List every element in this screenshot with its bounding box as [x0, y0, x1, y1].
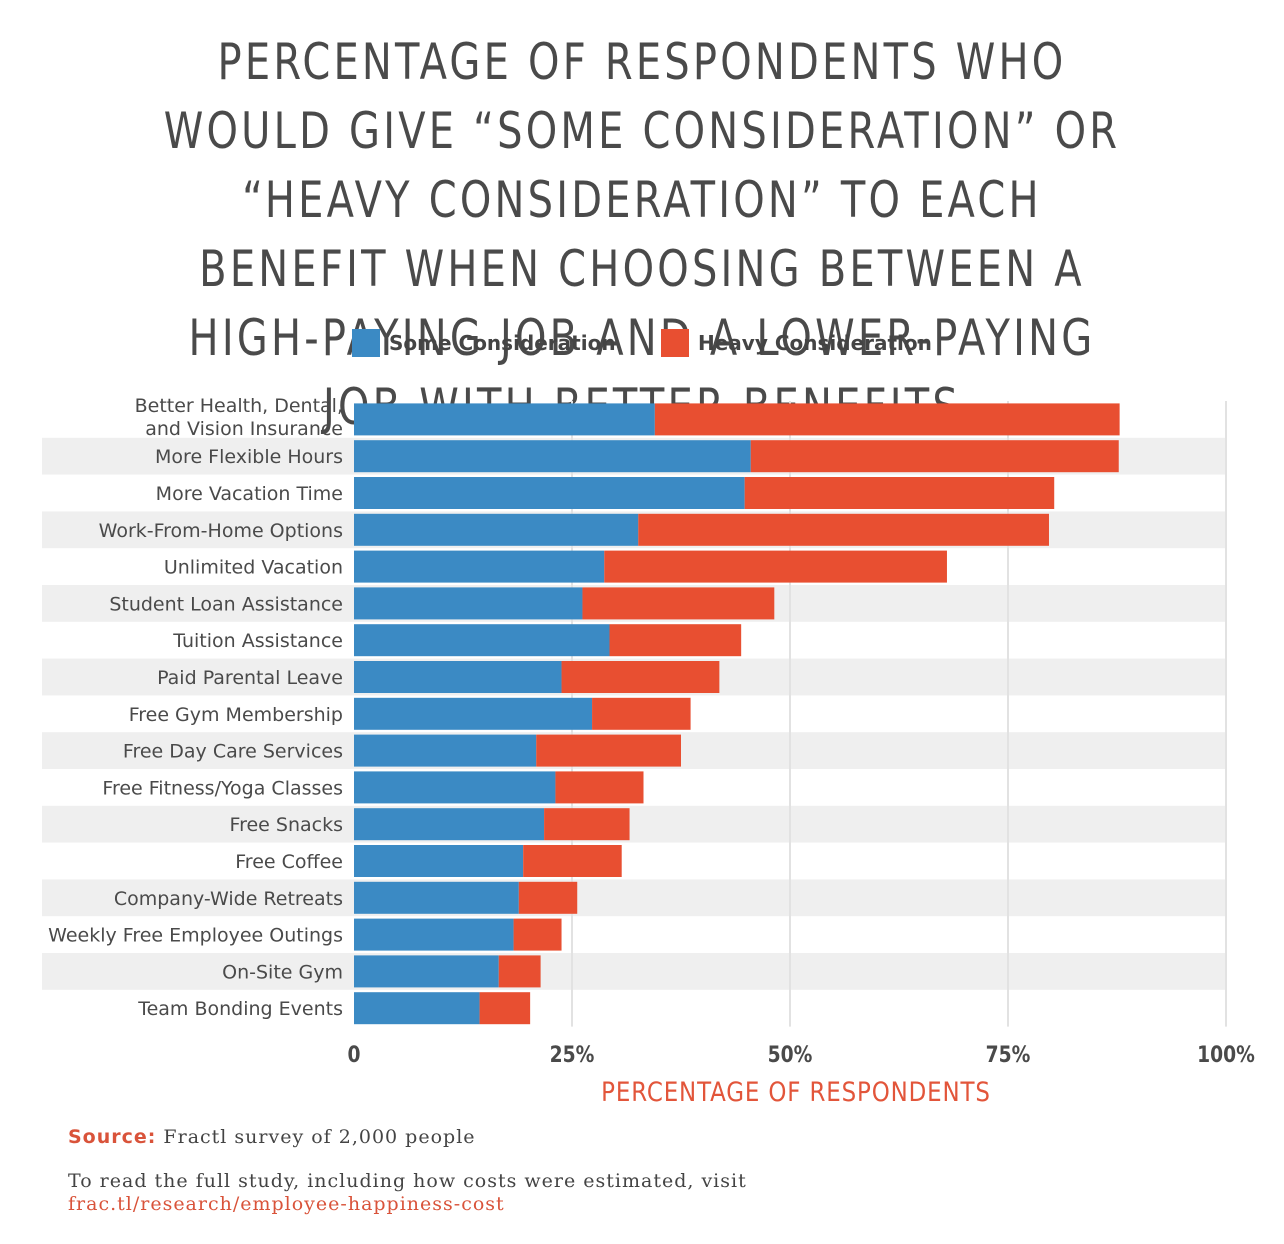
bar-segment: [354, 808, 545, 841]
bar-segment: [604, 550, 947, 583]
source-text: Fractl survey of 2,000 people: [156, 1126, 476, 1148]
legend-swatch: [352, 329, 380, 357]
bar-segment: [354, 403, 655, 436]
category-label: Team Bonding Events: [137, 998, 343, 1020]
bar-segment: [354, 477, 745, 509]
bar-segment: [518, 881, 578, 914]
category-label: Free Snacks: [230, 814, 343, 836]
legend-label: Heavy Consideration: [698, 331, 932, 355]
x-tick-labels: 0 25% 50% 75% 100%: [347, 1042, 1254, 1068]
legend: Some Consideration Heavy Consideration: [352, 329, 932, 357]
bar-segment: [354, 845, 524, 877]
bar-segment: [523, 845, 622, 877]
x-tick-label: 100%: [1197, 1042, 1255, 1068]
category-label: Free Fitness/Yoga Classes: [102, 777, 343, 799]
category-label: Weekly Free Employee Outings: [48, 925, 343, 947]
category-label: Free Day Care Services: [123, 741, 343, 763]
bar-segment: [354, 992, 480, 1025]
bar-segment: [354, 661, 562, 693]
category-labels: Better Health, Dental, and Vision Insuran…: [48, 395, 343, 1020]
bar-segment: [582, 587, 775, 620]
bar-segment: [354, 440, 751, 473]
bar-segment: [354, 624, 610, 657]
bar-segment: [513, 918, 562, 951]
study-note: To read the full study, including how co…: [68, 1170, 1218, 1216]
legend-swatch: [661, 329, 689, 357]
bar-segment: [654, 403, 1120, 436]
bar-segment: [544, 808, 630, 841]
bar-segment: [592, 697, 691, 730]
bar-segment: [609, 624, 742, 657]
source-label: Source:: [68, 1126, 157, 1148]
bar-segment: [750, 440, 1119, 473]
x-axis-label: Percentage of Respondents: [601, 1076, 991, 1107]
x-tick-label: 25%: [550, 1042, 595, 1068]
bar-segment: [354, 697, 593, 730]
category-label: Unlimited Vacation: [164, 557, 343, 579]
category-label: Free Gym Membership: [129, 704, 343, 726]
bar-segment: [354, 734, 537, 767]
category-label: Paid Parental Leave: [157, 667, 343, 689]
x-tick-label: 75%: [986, 1042, 1031, 1068]
bar-segment: [354, 918, 514, 951]
study-link[interactable]: frac.tl/research/employee-happiness-cost: [68, 1193, 505, 1215]
footer: Source: Fractl survey of 2,000 people To…: [68, 1126, 1218, 1216]
bar-segment: [561, 661, 720, 693]
category-label: More Flexible Hours: [155, 446, 343, 468]
note-text: To read the full study, including how co…: [68, 1170, 747, 1192]
bars: [354, 403, 1120, 1025]
bar-segment: [354, 513, 639, 546]
source-line: Source: Fractl survey of 2,000 people: [68, 1126, 1218, 1148]
category-label: Tuition Assistance: [172, 630, 343, 652]
bar-segment: [354, 955, 499, 988]
category-label: Better Health, Dental, and Vision Insuran…: [135, 395, 343, 440]
x-tick-label: 0: [347, 1042, 360, 1068]
legend-label: Some Consideration: [389, 331, 616, 355]
bar-segment: [354, 771, 556, 804]
bar-segment: [536, 734, 681, 767]
category-label: On-Site Gym: [222, 961, 343, 983]
stacked-bar-chart: Better Health, Dental, and Vision Insuran…: [42, 329, 1255, 1107]
category-label: Free Coffee: [235, 851, 343, 873]
category-label: Student Loan Assistance: [109, 593, 343, 615]
row-band: [42, 805, 1226, 843]
row-band: [42, 953, 1226, 990]
category-label: Company-Wide Retreats: [114, 888, 343, 910]
category-label: Work-From-Home Options: [99, 520, 343, 542]
bar-segment: [354, 550, 605, 583]
bar-segment: [555, 771, 644, 804]
bar-segment: [354, 881, 519, 914]
row-band: [42, 879, 1226, 917]
bar-segment: [638, 513, 1049, 546]
category-label: More Vacation Time: [156, 483, 343, 505]
bar-segment: [479, 992, 531, 1025]
bar-segment: [354, 587, 583, 620]
bar-segment: [498, 955, 541, 988]
bar-segment: [744, 477, 1055, 509]
x-tick-label: 50%: [768, 1042, 813, 1068]
